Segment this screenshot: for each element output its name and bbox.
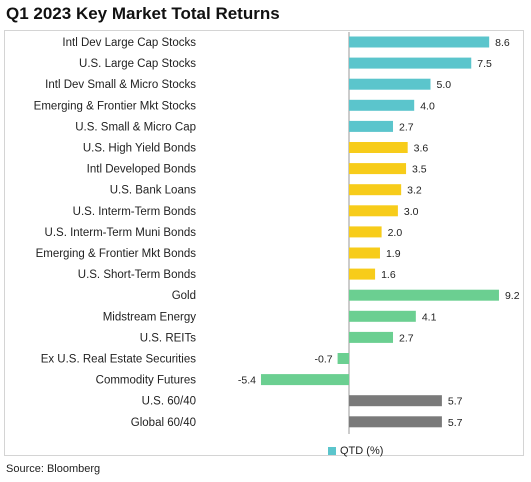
category-label: U.S. Interm-Term Muni Bonds: [45, 227, 197, 239]
value-label: -5.4: [238, 375, 256, 387]
value-label: 3.6: [414, 143, 429, 155]
value-label: 1.6: [381, 269, 396, 281]
bar: [349, 416, 442, 428]
value-label: 3.5: [412, 164, 427, 176]
value-label: 9.2: [505, 290, 520, 302]
chart-frame: [4, 30, 524, 456]
category-label: Intl Dev Small & Micro Stocks: [45, 79, 196, 91]
category-label: U.S. Interm-Term Bonds: [73, 206, 197, 218]
category-label: Global 60/40: [131, 417, 196, 429]
value-label: -0.7: [314, 354, 332, 366]
bar: [349, 331, 394, 343]
value-label: 1.9: [386, 248, 401, 260]
bar: [349, 205, 398, 217]
bar: [349, 184, 402, 196]
legend-swatch: [328, 447, 336, 455]
category-label: Commodity Futures: [96, 375, 197, 387]
legend: QTD (%): [328, 445, 383, 457]
bar: [349, 99, 415, 111]
bar: [260, 374, 349, 386]
value-label: 2.0: [388, 227, 403, 239]
value-label: 3.0: [404, 206, 419, 218]
page-title: Q1 2023 Key Market Total Returns: [6, 4, 280, 23]
category-label: Gold: [172, 290, 196, 302]
bar: [337, 353, 349, 364]
bar: [349, 247, 380, 259]
value-label: 7.5: [477, 58, 492, 70]
category-label: U.S. REITs: [140, 332, 196, 344]
category-label: U.S. Small & Micro Cap: [75, 121, 196, 133]
category-label: U.S. Short-Term Bonds: [78, 269, 196, 281]
category-label: Midstream Energy: [103, 311, 197, 323]
bar: [349, 268, 376, 280]
category-label: Intl Developed Bonds: [87, 164, 197, 176]
value-label: 4.1: [422, 311, 437, 323]
category-label: U.S. High Yield Bonds: [83, 143, 196, 155]
bar: [349, 36, 490, 48]
bar: [349, 120, 394, 132]
bar: [349, 163, 407, 175]
value-label: 4.0: [420, 100, 435, 112]
legend-label: QTD (%): [340, 445, 384, 457]
category-label: Ex U.S. Real Estate Securities: [41, 354, 197, 366]
category-label: U.S. 60/40: [142, 396, 196, 408]
category-label: U.S. Large Cap Stocks: [79, 58, 196, 70]
bar: [349, 142, 408, 153]
value-label: 8.6: [495, 37, 510, 49]
source-note: Source: Bloomberg: [6, 463, 101, 475]
category-label: U.S. Bank Loans: [110, 185, 197, 197]
value-label: 5.7: [448, 396, 463, 408]
bar: [349, 310, 416, 322]
category-label: Intl Dev Large Cap Stocks: [62, 37, 196, 49]
value-label: 5.7: [448, 417, 463, 429]
value-label: 5.0: [437, 79, 452, 91]
bar: [349, 226, 382, 238]
bar: [349, 78, 431, 90]
bar: [349, 289, 499, 301]
category-label: Emerging & Frontier Mkt Bonds: [36, 248, 197, 260]
value-label: 2.7: [399, 332, 414, 344]
value-label: 2.7: [399, 121, 414, 133]
bar: [349, 395, 442, 407]
value-label: 3.2: [407, 185, 422, 197]
bar: [349, 57, 472, 69]
category-label: Emerging & Frontier Mkt Stocks: [34, 100, 197, 112]
